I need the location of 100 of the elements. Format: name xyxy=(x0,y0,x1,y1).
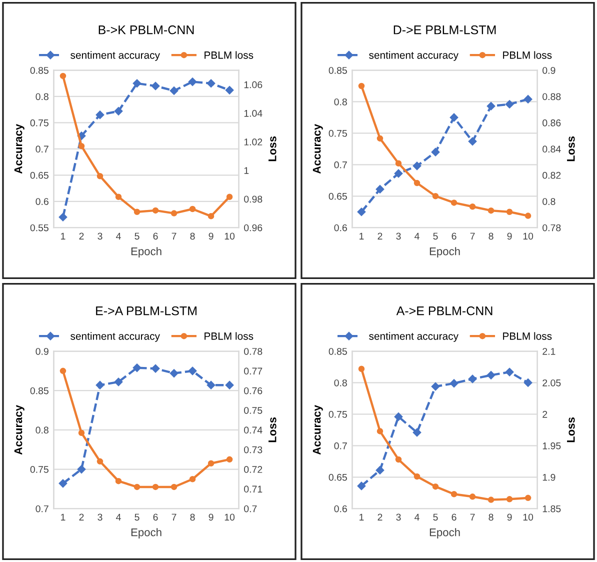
y-tick-label: 0.9 xyxy=(36,348,48,355)
chart-title: E->A PBLM-LSTM xyxy=(96,306,196,316)
y2-axis-title: Loss xyxy=(268,136,276,162)
x-tick-label: 8 xyxy=(190,514,195,521)
y2-tick-label: 1 xyxy=(244,167,249,174)
y-tick-label: 0.7 xyxy=(334,442,347,450)
point xyxy=(134,484,140,490)
point xyxy=(394,412,403,421)
point xyxy=(152,484,159,490)
point xyxy=(488,496,494,503)
x-tick-label: 6 xyxy=(153,232,158,240)
point xyxy=(376,185,384,194)
x-tick-label: 3 xyxy=(396,514,401,521)
point xyxy=(151,364,160,373)
y2-tick-label: 0.84 xyxy=(542,146,561,153)
point xyxy=(394,169,403,178)
y2-tick-label: 0.78 xyxy=(542,224,561,232)
point xyxy=(376,428,384,434)
x-tick-label: 8 xyxy=(488,514,494,521)
y2-tick-label: 1.9 xyxy=(542,474,556,481)
point xyxy=(506,208,513,215)
point xyxy=(208,460,214,466)
point xyxy=(431,382,440,391)
y2-tick-label: 0.73 xyxy=(244,446,262,454)
y-tick-label: 0.65 xyxy=(328,192,347,200)
point xyxy=(486,102,496,110)
point xyxy=(357,208,366,216)
y2-tick-label: 0.88 xyxy=(542,93,561,100)
point xyxy=(432,483,439,490)
y-tick-label: 0.55 xyxy=(30,224,48,232)
point xyxy=(170,484,178,490)
y2-tick-label: 1.85 xyxy=(542,505,561,512)
legend-label: PBLM loss xyxy=(204,51,254,59)
x-tick-label: 5 xyxy=(433,514,438,521)
point xyxy=(524,494,532,502)
x-tick-label: 9 xyxy=(208,232,214,240)
x-tick-label: 6 xyxy=(452,232,456,240)
y-tick-label: 0.75 xyxy=(30,119,48,126)
x-tick-label: 7 xyxy=(470,232,475,240)
point xyxy=(78,142,85,150)
x-tick-label: 10 xyxy=(523,514,534,521)
y2-tick-label: 0.86 xyxy=(542,119,561,126)
x-tick-label: 8 xyxy=(190,232,195,240)
point xyxy=(432,193,439,200)
x-tick-label: 2 xyxy=(378,514,382,521)
y2-tick-label: 0.82 xyxy=(542,172,561,179)
y2-tick-label: 0.9 xyxy=(542,66,556,74)
x-tick-label: 3 xyxy=(396,232,401,240)
point xyxy=(170,210,178,216)
x-tick-label: 9 xyxy=(208,514,214,521)
point xyxy=(450,491,458,498)
x-tick-label: 2 xyxy=(79,232,84,240)
y-tick-label: 0.6 xyxy=(36,198,48,205)
point xyxy=(206,79,216,88)
x-tick-label: 9 xyxy=(507,232,512,240)
point xyxy=(469,204,476,210)
legend-label: sentiment accuracy xyxy=(369,332,458,342)
y2-tick-label: 0.7 xyxy=(244,505,257,512)
y2-tick-label: 2 xyxy=(542,410,548,418)
point xyxy=(225,86,234,94)
point xyxy=(414,180,420,186)
point xyxy=(412,428,422,437)
point xyxy=(358,366,365,372)
point xyxy=(170,86,178,95)
x-tick-label: 4 xyxy=(414,514,420,521)
point xyxy=(524,212,532,219)
legend-label: PBLM loss xyxy=(503,332,552,340)
y-tick-label: 0.8 xyxy=(36,93,48,100)
point xyxy=(468,374,477,384)
y-tick-label: 0.65 xyxy=(30,172,48,179)
x-tick-label: 7 xyxy=(470,514,475,521)
y-tick-label: 0.65 xyxy=(328,474,347,481)
point xyxy=(60,368,66,374)
y2-tick-label: 1.06 xyxy=(244,81,262,88)
point xyxy=(414,473,420,480)
point xyxy=(468,137,477,146)
legend-label: PBLM loss xyxy=(503,51,552,59)
y2-tick-label: 0.76 xyxy=(244,387,262,394)
point xyxy=(96,172,104,180)
x-tick-label: 5 xyxy=(134,232,140,240)
x-tick-label: 10 xyxy=(224,232,235,240)
y-axis-title: Accuracy xyxy=(14,124,24,174)
x-tick-label: 3 xyxy=(98,514,102,521)
chart-title: B->K PBLM-CNN xyxy=(98,25,194,34)
point xyxy=(60,72,66,80)
x-tick-label: 6 xyxy=(452,514,456,521)
x-tick-label: 9 xyxy=(507,514,512,521)
y2-tick-label: 1.04 xyxy=(244,110,262,117)
y2-tick-label: 2.1 xyxy=(542,348,556,355)
point xyxy=(58,479,68,488)
y-axis-title: Accuracy xyxy=(312,404,323,455)
point xyxy=(208,213,214,220)
point xyxy=(376,135,384,142)
point xyxy=(524,95,532,104)
x-tick-label: 7 xyxy=(172,514,176,521)
point xyxy=(189,206,196,212)
x-tick-label: 4 xyxy=(414,232,420,240)
x-tick-label: 1 xyxy=(360,514,364,521)
x-tick-label: 1 xyxy=(360,232,364,240)
point xyxy=(115,478,122,484)
